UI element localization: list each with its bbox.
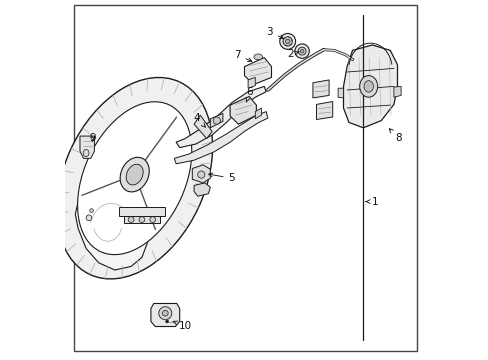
Ellipse shape xyxy=(359,76,377,97)
Polygon shape xyxy=(255,108,261,119)
Ellipse shape xyxy=(294,44,309,58)
Ellipse shape xyxy=(253,54,262,60)
Text: 10: 10 xyxy=(173,321,191,331)
Polygon shape xyxy=(194,115,212,139)
Ellipse shape xyxy=(159,307,171,320)
Ellipse shape xyxy=(285,39,289,44)
Ellipse shape xyxy=(89,209,93,212)
Polygon shape xyxy=(337,88,343,98)
Text: 4: 4 xyxy=(193,113,205,127)
Ellipse shape xyxy=(126,164,143,185)
Ellipse shape xyxy=(165,320,168,323)
Ellipse shape xyxy=(300,49,303,53)
Polygon shape xyxy=(192,165,210,183)
Ellipse shape xyxy=(213,117,220,124)
Ellipse shape xyxy=(128,217,134,222)
Polygon shape xyxy=(247,77,255,88)
Ellipse shape xyxy=(197,171,204,178)
Polygon shape xyxy=(174,112,267,164)
Polygon shape xyxy=(244,58,271,85)
Ellipse shape xyxy=(86,215,92,221)
Text: 1: 1 xyxy=(365,197,377,207)
Ellipse shape xyxy=(279,33,295,49)
Ellipse shape xyxy=(57,77,212,279)
Polygon shape xyxy=(75,189,147,270)
Polygon shape xyxy=(393,86,400,97)
Ellipse shape xyxy=(162,310,168,316)
Ellipse shape xyxy=(283,37,292,46)
Text: 8: 8 xyxy=(388,129,401,143)
Ellipse shape xyxy=(83,149,89,157)
Text: 6: 6 xyxy=(245,87,253,102)
Polygon shape xyxy=(118,207,165,216)
Polygon shape xyxy=(194,183,210,196)
Ellipse shape xyxy=(149,217,155,222)
Polygon shape xyxy=(316,102,332,120)
Polygon shape xyxy=(312,80,328,98)
Polygon shape xyxy=(123,216,160,223)
Polygon shape xyxy=(176,86,265,148)
Ellipse shape xyxy=(78,102,191,255)
Ellipse shape xyxy=(120,157,149,192)
Ellipse shape xyxy=(139,217,144,222)
Text: 2: 2 xyxy=(286,49,299,59)
Ellipse shape xyxy=(363,81,373,92)
Text: 9: 9 xyxy=(89,132,96,143)
Text: 5: 5 xyxy=(208,173,235,183)
Ellipse shape xyxy=(298,47,305,55)
Text: 7: 7 xyxy=(234,50,251,62)
Polygon shape xyxy=(343,45,397,128)
Polygon shape xyxy=(230,96,256,124)
Polygon shape xyxy=(210,113,223,128)
Polygon shape xyxy=(80,136,94,158)
Polygon shape xyxy=(151,303,179,327)
Text: 3: 3 xyxy=(266,27,283,39)
